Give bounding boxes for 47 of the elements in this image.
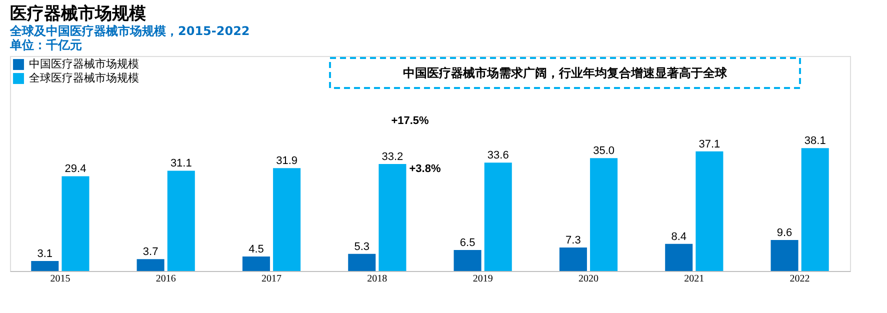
- x-tick-label: 2019: [472, 274, 493, 284]
- legend-label: 中国医疗器械市场规模: [29, 58, 139, 70]
- bar: [801, 148, 829, 271]
- data-label: 9.6: [776, 227, 792, 240]
- bar: [31, 261, 59, 271]
- text: 中国医疗器械市场需求广阔，行业年均复合增速显著高于全球: [403, 66, 728, 80]
- bar: [696, 151, 724, 271]
- x-tick-label: 2017: [262, 274, 282, 284]
- legend-label: 全球医疗器械市场规模: [29, 72, 139, 84]
- data-label: 31.1: [170, 158, 192, 170]
- data-label: 4.5: [248, 243, 264, 256]
- x-tick-label: 2016: [156, 274, 176, 284]
- data-label: 35.0: [593, 145, 614, 158]
- bar: [770, 240, 798, 271]
- data-label: 33.6: [487, 150, 509, 162]
- bar: [167, 170, 195, 271]
- bar: [242, 256, 270, 271]
- data-label: 29.4: [64, 163, 86, 176]
- data-label: 8.4: [671, 230, 687, 243]
- x-tick-label: 2020: [578, 274, 598, 284]
- data-label: 37.1: [698, 138, 720, 150]
- x-tick-label: 2022: [790, 274, 810, 284]
- bar: [62, 176, 90, 271]
- data-label: 31.9: [276, 155, 298, 168]
- bar: [378, 164, 406, 271]
- text: +17.5%: [391, 115, 430, 127]
- bar: [590, 158, 618, 271]
- data-label: 38.1: [804, 135, 826, 148]
- x-tick-label: 2015: [50, 274, 70, 284]
- data-label: 6.5: [460, 237, 476, 250]
- bar: [665, 244, 693, 271]
- bar: [136, 259, 164, 271]
- x-tick-label: 2018: [367, 274, 388, 284]
- data-label: 33.2: [382, 150, 404, 163]
- bar: [454, 250, 482, 271]
- bar: [484, 162, 512, 271]
- data-label: 3.7: [142, 246, 158, 258]
- x-tick-label: 2021: [684, 274, 704, 284]
- bar: [559, 247, 587, 271]
- annotation: +3.8%: [409, 163, 441, 175]
- bar: [273, 168, 301, 271]
- chart-subtitle: 全球及中国医疗器械市场规模，2015-2022 单位：千亿元: [9, 24, 250, 52]
- bar: [348, 254, 376, 271]
- data-label: 5.3: [354, 240, 370, 253]
- data-label: 3.1: [37, 248, 53, 260]
- data-label: 7.3: [566, 234, 581, 246]
- chart-title: 医疗器械市场规模: [10, 4, 146, 24]
